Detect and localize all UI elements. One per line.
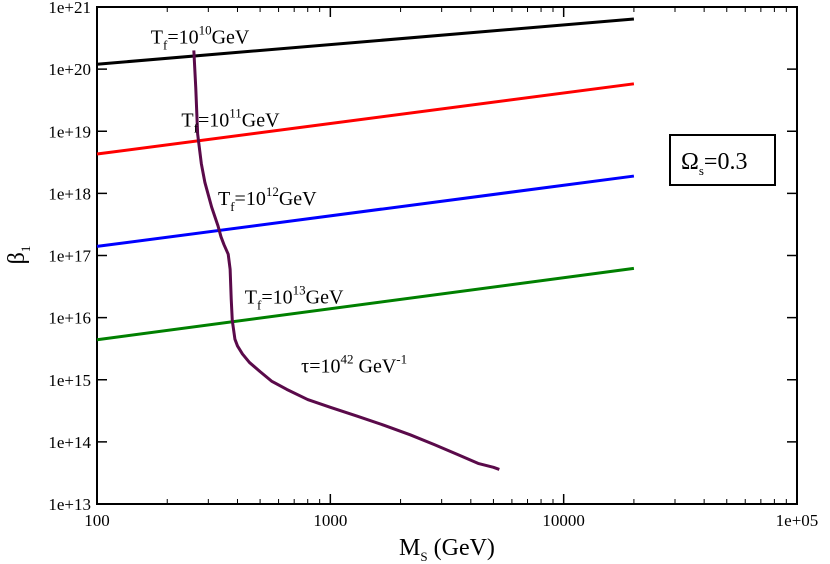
series-label-4: τ=1042 GeV-1 [301, 352, 407, 378]
plot-area [97, 7, 797, 504]
x-tick-label: 1e+05 [776, 511, 819, 530]
series-label-part: 12 [266, 184, 279, 199]
x-axis-title-part: (GeV) [428, 535, 495, 561]
series-label-part: GeV [279, 188, 317, 210]
series-label-part: 10 [199, 22, 212, 37]
x-axis-title-part: M [399, 535, 420, 561]
y-tick-label: 1e+14 [48, 433, 91, 452]
y-tick-label: 1e+13 [48, 495, 91, 514]
series-label-part: 11 [229, 105, 242, 120]
legend-label: Ωs=0.3 [681, 149, 747, 178]
y-axis-title-part: 1 [18, 246, 33, 253]
chart: 100 1000 10000 1e+051e+131e+141e+151e+161e+… [0, 0, 830, 564]
series-label-part: GeV [242, 109, 280, 131]
y-tick-label: 1e+15 [48, 371, 91, 390]
legend-part: Ω [681, 149, 699, 175]
x-tick-label: 1000 [313, 511, 347, 530]
series-label-part: 13 [293, 282, 306, 297]
series-label-part: T [218, 188, 230, 210]
legend-part: =0.3 [704, 149, 748, 175]
series-label-part: GeV [306, 286, 344, 308]
x-tick-label: 10000 [542, 511, 585, 530]
y-axis-title: β1 [4, 246, 33, 265]
y-tick-label: 1e+17 [48, 247, 91, 266]
y-tick-label: 1e+21 [48, 0, 91, 17]
y-tick-label: 1e+18 [48, 184, 91, 203]
y-tick-label: 1e+20 [48, 60, 91, 79]
series-label-part: =10 [235, 188, 266, 210]
series-label-part: T [151, 26, 163, 48]
series-label-part: =10 [261, 286, 292, 308]
series-label-part: =10 [198, 109, 229, 131]
x-axis-title: MS (GeV) [399, 535, 495, 564]
series-label-part: GeV [212, 26, 250, 48]
series-label-part: T [181, 109, 193, 131]
x-axis-title-part: S [420, 549, 427, 564]
series-label-part: -1 [396, 352, 407, 367]
y-tick-label: 1e+19 [48, 122, 91, 141]
y-tick-label: 1e+16 [48, 309, 91, 328]
series-label-part: 42 [341, 352, 354, 367]
series-label-part: T [245, 286, 257, 308]
y-axis-title-part: β [4, 252, 30, 264]
series-label-part: τ=10 [301, 356, 340, 378]
series-label-part: =10 [167, 26, 198, 48]
series-label-part: GeV [354, 356, 397, 378]
